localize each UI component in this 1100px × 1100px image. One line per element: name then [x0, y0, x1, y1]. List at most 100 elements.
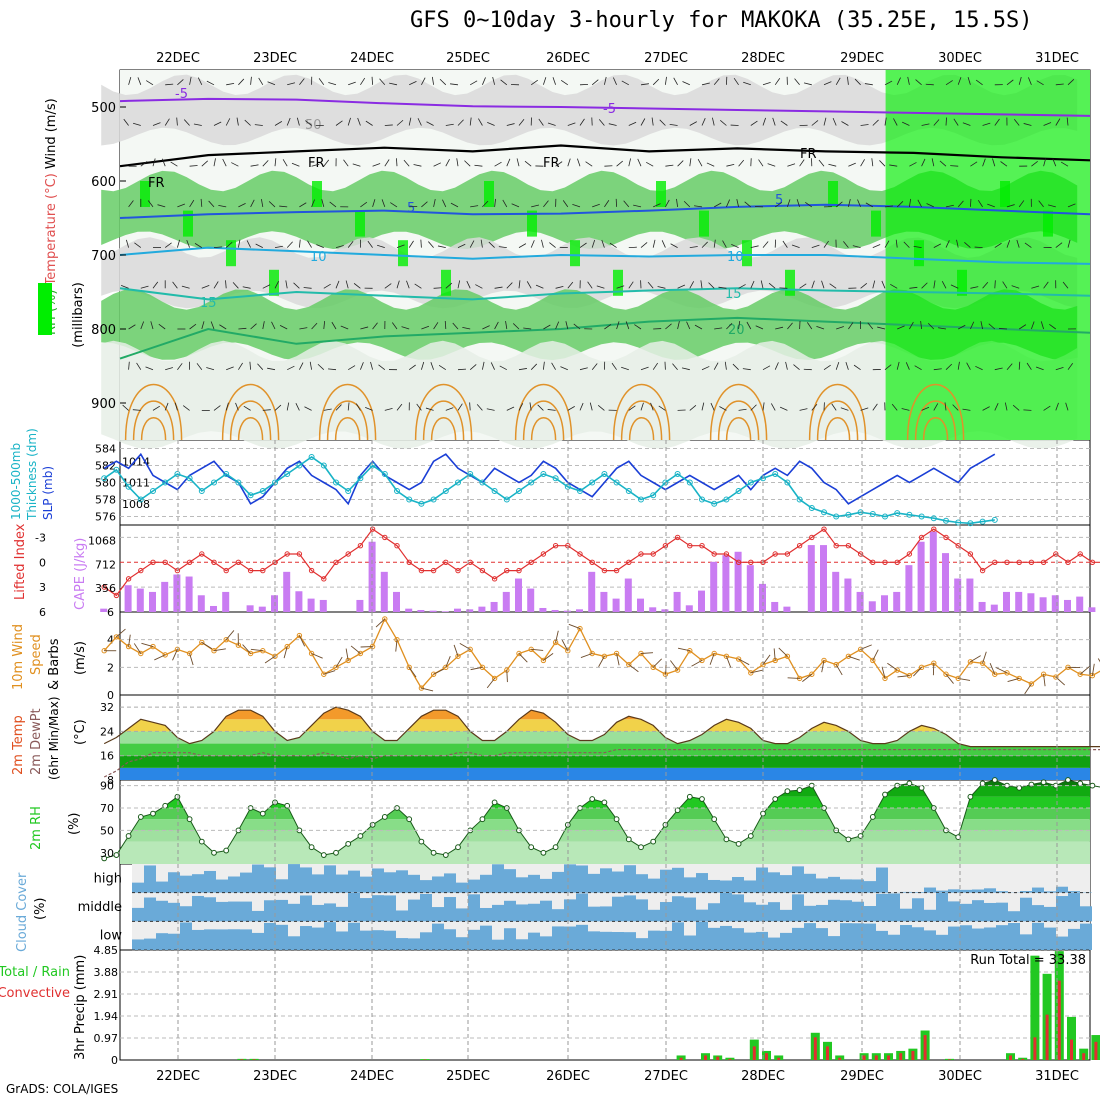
wind-speed-point: [857, 646, 864, 653]
surface-wind-barb: [116, 628, 126, 638]
upper-wind-barb: [193, 123, 202, 126]
upper-wind-barb: [145, 366, 154, 371]
upper-wind-barb: [742, 368, 751, 371]
upper-wind-barb: [206, 80, 215, 86]
thickness-point: [589, 479, 596, 486]
upper-wind-barb: [250, 76, 252, 85]
rh-point: [869, 814, 876, 820]
cloud-cover-bar: [600, 931, 612, 950]
upper-wind-barb: [634, 324, 642, 330]
rh-point: [381, 814, 388, 820]
surface-wind-barb: [335, 656, 343, 668]
upper-wind-barb: [347, 365, 356, 371]
upper-wind-barb: [1067, 79, 1075, 86]
upper-wind-barb: [189, 76, 192, 85]
cloud-cover-bar: [576, 924, 588, 950]
cloud-cover-bar: [348, 892, 360, 922]
upper-wind-barb: [420, 239, 422, 248]
precip-convective-bar: [813, 1037, 817, 1060]
upper-wind-barb: [1038, 200, 1044, 208]
upper-wind-barb: [140, 161, 148, 167]
upper-wind-barb: [347, 241, 354, 248]
upper-wind-barb: [1060, 161, 1069, 167]
cloud-cover-bar: [456, 882, 468, 893]
wind-speed-point: [418, 685, 425, 691]
li-point: [1040, 559, 1047, 565]
cloud-cover-bar: [228, 876, 240, 893]
li-point: [772, 551, 778, 557]
upper-wind-barb: [1006, 79, 1014, 86]
upper-wind-barb: [652, 239, 656, 248]
upper-wind-barb: [909, 162, 917, 167]
surface-wind-barb: [543, 652, 554, 661]
isotherm-15: [119, 287, 1091, 301]
rh-point: [540, 849, 547, 856]
precip-convective-bar: [838, 1057, 842, 1060]
upper-wind-barb: [612, 77, 617, 85]
upper-wind-barb: [538, 118, 544, 126]
temp-tick-label: 16: [100, 750, 114, 763]
cloud-cover-bar: [1044, 891, 1056, 893]
li-point: [748, 559, 754, 565]
li-point: [552, 543, 559, 549]
upper-wind-barb: [225, 280, 227, 289]
surface-wind-barb: [133, 643, 142, 654]
cloud-cover-bar: [372, 895, 384, 922]
upper-wind-barb: [677, 284, 686, 289]
upper-wind-barb: [505, 321, 508, 330]
wind-speed-point: [113, 634, 120, 640]
warm-isotherm-bubble: [140, 417, 167, 441]
thickness-point: [113, 466, 120, 473]
upper-wind-barb: [651, 117, 654, 126]
upper-wind-barb: [274, 404, 282, 411]
upper-wind-barb: [591, 363, 598, 370]
cape-bar: [356, 599, 364, 612]
surface-wind-barb: [913, 667, 922, 677]
warm-isotherm-bubble: [334, 417, 361, 441]
li-point: [516, 567, 522, 574]
upper-wind-barb: [957, 361, 960, 370]
cloud-cover-bar: [1020, 934, 1032, 950]
upper-wind-barb: [201, 160, 209, 167]
upper-wind-barb: [165, 367, 174, 371]
rh-patch: [140, 181, 150, 207]
upper-wind-barb: [543, 361, 545, 370]
rh-patch: [441, 269, 451, 296]
upper-wind-barb: [347, 402, 350, 411]
warm-isotherm-bubble: [725, 417, 752, 441]
rh-ylabel-2: (%): [67, 813, 82, 836]
cloud-cover-bar: [252, 910, 264, 922]
cloud-cover-bar: [360, 930, 372, 950]
cloud-cover-bar: [936, 892, 948, 922]
cloud-cover-bar: [156, 881, 168, 893]
cloud-cover-bar: [864, 923, 876, 950]
upper-wind-barb: [1031, 285, 1040, 289]
surface-wind-barb: [580, 653, 593, 659]
warm-isotherm-bubble: [824, 417, 851, 441]
isotherm-10: [119, 246, 1091, 265]
wind-speed-point: [284, 643, 290, 650]
upper-wind-barb: [494, 286, 503, 289]
cloud-cover-bar: [384, 872, 396, 893]
upper-wind-barb: [287, 82, 296, 86]
upper-wind-barb: [417, 118, 422, 126]
cloud-cover-bar: [912, 927, 924, 950]
upper-wind-barb: [956, 239, 959, 248]
cloud-cover-bar: [516, 904, 528, 922]
wind-speed-point: [845, 653, 852, 659]
cloud-cover-bar: [960, 903, 972, 922]
cape-bar: [454, 608, 461, 612]
thickness-point: [333, 479, 339, 486]
precip-convective-bar: [1009, 1055, 1012, 1060]
upper-wind-barb: [518, 368, 527, 371]
cloud-cover-bar: [540, 878, 552, 893]
cape-bar: [100, 608, 108, 612]
contour-label: 5: [407, 201, 415, 216]
upper-wind-barb: [146, 80, 154, 86]
upper-wind-barb: [262, 160, 269, 167]
upper-wind-barb: [975, 79, 983, 86]
upper-wind-barb: [249, 361, 251, 370]
upper-wind-barb: [865, 202, 873, 208]
upper-wind-barb: [164, 242, 172, 248]
rh-point: [357, 833, 364, 839]
